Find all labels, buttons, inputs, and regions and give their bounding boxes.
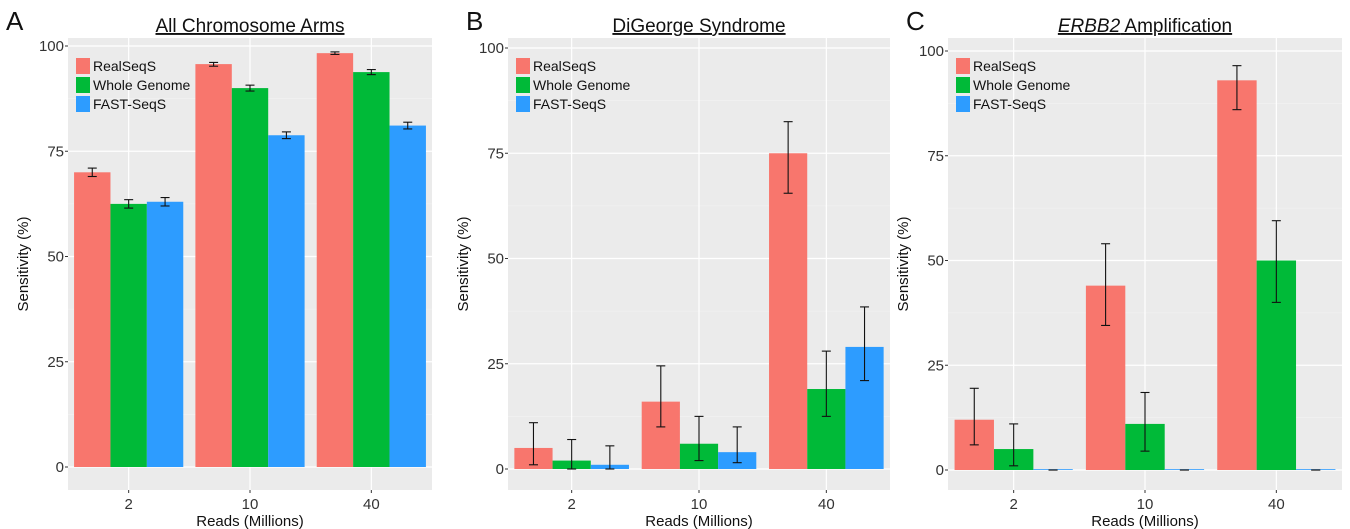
error-bar — [281, 131, 291, 140]
error-bar — [1009, 423, 1019, 467]
legend-swatch — [516, 77, 530, 93]
legend-swatch — [76, 58, 90, 74]
y-tick-label: 100 — [479, 40, 504, 57]
panel-letter: C — [906, 6, 925, 36]
y-tick-label: 75 — [927, 148, 944, 165]
bar-whole-genome-10 — [231, 88, 269, 467]
legend-entry: FAST-SeqS — [533, 96, 606, 112]
x-axis-label: Reads (Millions) — [196, 513, 304, 529]
x-tick-label: 10 — [691, 496, 708, 513]
bar-whole-genome-2 — [110, 203, 147, 467]
legend-swatch — [516, 58, 530, 74]
y-tick-label: 25 — [47, 354, 64, 371]
x-axis-label: Reads (Millions) — [1091, 513, 1199, 529]
x-tick-label: 40 — [363, 496, 380, 513]
error-bar — [330, 51, 340, 55]
y-tick-label: 0 — [56, 459, 64, 476]
bar-realseqs-40 — [316, 53, 354, 467]
x-tick-label: 10 — [1137, 496, 1154, 513]
y-tick-label: 25 — [927, 357, 944, 374]
legend: RealSeqS Whole Genome FAST-SeqS — [956, 58, 1070, 112]
y-axis-label: Sensitivity (%) — [895, 216, 912, 311]
legend-entry: RealSeqS — [533, 58, 596, 74]
y-tick-label: 75 — [47, 143, 64, 160]
legend-swatch — [76, 96, 90, 112]
bar-realseqs-40 — [769, 153, 808, 469]
chart-panel-C: 0 25 50 75 100 2 10 40 Reads (Millions) Sensitivi… — [895, 6, 1342, 529]
chart-panel-A: 0 25 50 75 100 2 10 40 Reads (Millions) Sensitivi… — [6, 6, 432, 529]
legend-entry: Whole Genome — [973, 77, 1070, 93]
y-tick-label: 50 — [927, 253, 944, 270]
legend-swatch — [956, 77, 970, 93]
legend-entry: RealSeqS — [93, 58, 156, 74]
bar-fast-seqs-10 — [268, 135, 305, 467]
error-bar — [528, 422, 538, 466]
bar-whole-genome-40 — [353, 72, 390, 468]
panel-letter: B — [466, 6, 483, 36]
error-bar — [1140, 391, 1150, 452]
error-bar — [209, 61, 219, 67]
bar-fast-seqs-40 — [389, 125, 426, 467]
legend: RealSeqS Whole Genome FAST-SeqS — [516, 58, 630, 112]
legend-entry: FAST-SeqS — [973, 96, 1046, 112]
panel-letter: A — [6, 6, 24, 36]
error-bar — [403, 121, 413, 130]
error-bar — [656, 365, 666, 428]
bar-realseqs-2 — [74, 172, 111, 468]
legend: RealSeqS Whole Genome FAST-SeqS — [76, 58, 190, 112]
x-tick-label: 40 — [1268, 496, 1285, 513]
y-tick-label: 100 — [919, 43, 944, 60]
error-bar — [1271, 220, 1281, 303]
legend-swatch — [956, 58, 970, 74]
bar-fast-seqs-2 — [146, 201, 184, 467]
y-tick-label: 75 — [487, 145, 504, 162]
legend-entry: RealSeqS — [973, 58, 1036, 74]
legend-entry: Whole Genome — [533, 77, 630, 93]
x-tick-label: 2 — [1009, 496, 1017, 513]
y-tick-label: 25 — [487, 356, 504, 373]
chart-title: ERBB2 Amplification — [1058, 16, 1232, 37]
error-bar — [160, 197, 170, 207]
chart-title-italic: ERBB2 — [1058, 16, 1121, 37]
error-bar — [969, 387, 979, 446]
error-bar — [1101, 243, 1111, 326]
legend-swatch — [76, 77, 90, 93]
error-bar — [1232, 65, 1242, 111]
x-tick-label: 2 — [124, 496, 132, 513]
y-axis-label: Sensitivity (%) — [455, 216, 472, 311]
x-tick-label: 40 — [818, 496, 835, 513]
error-bar — [87, 167, 97, 178]
y-tick-label: 0 — [496, 461, 504, 478]
x-axis-label: Reads (Millions) — [645, 513, 753, 529]
y-axis-label: Sensitivity (%) — [15, 216, 32, 311]
error-bar — [783, 121, 793, 194]
error-bar — [694, 415, 704, 462]
error-bar — [567, 438, 577, 470]
chart-panel-B: 0 25 50 75 100 2 10 40 Reads (Millions) Sensitivi… — [455, 6, 890, 529]
y-tick-label: 50 — [487, 251, 504, 268]
error-bar — [245, 84, 255, 92]
error-bar — [821, 350, 831, 417]
bar-realseqs-40 — [1217, 80, 1257, 470]
chart-title-rest: Amplification — [1120, 16, 1232, 37]
legend-swatch — [516, 96, 530, 112]
y-tick-label: 0 — [936, 462, 944, 479]
y-tick-label: 100 — [39, 38, 64, 55]
legend-entry: FAST-SeqS — [93, 96, 166, 112]
error-bar — [860, 306, 870, 382]
legend-swatch — [956, 96, 970, 112]
x-tick-label: 2 — [567, 496, 575, 513]
chart-title: All Chromosome Arms — [156, 16, 345, 37]
error-bar — [732, 426, 742, 464]
y-tick-label: 50 — [47, 249, 64, 266]
x-tick-label: 10 — [242, 496, 259, 513]
error-bar — [124, 199, 134, 209]
chart-title: DiGeorge Syndrome — [612, 16, 785, 37]
legend-entry: Whole Genome — [93, 77, 190, 93]
error-bar — [605, 445, 615, 470]
bar-realseqs-10 — [195, 64, 232, 467]
error-bar — [366, 69, 376, 76]
